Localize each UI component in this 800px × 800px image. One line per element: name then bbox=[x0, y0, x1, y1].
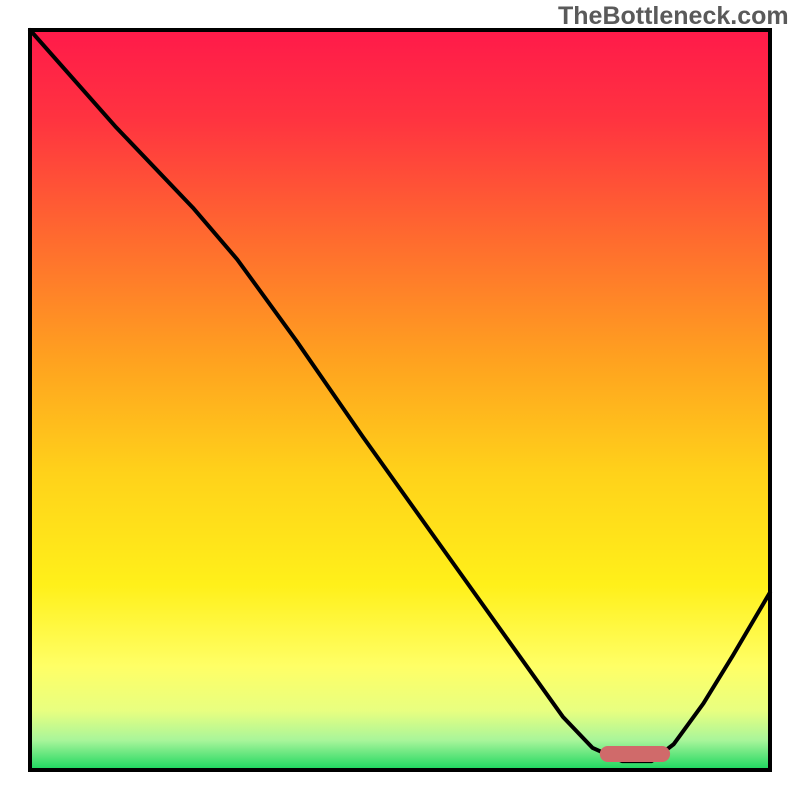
chart-canvas: TheBottleneck.com bbox=[0, 0, 800, 800]
bottom-marker bbox=[600, 746, 670, 762]
chart-svg bbox=[0, 0, 800, 800]
gradient-background bbox=[30, 30, 770, 770]
watermark-text: TheBottleneck.com bbox=[558, 2, 789, 31]
